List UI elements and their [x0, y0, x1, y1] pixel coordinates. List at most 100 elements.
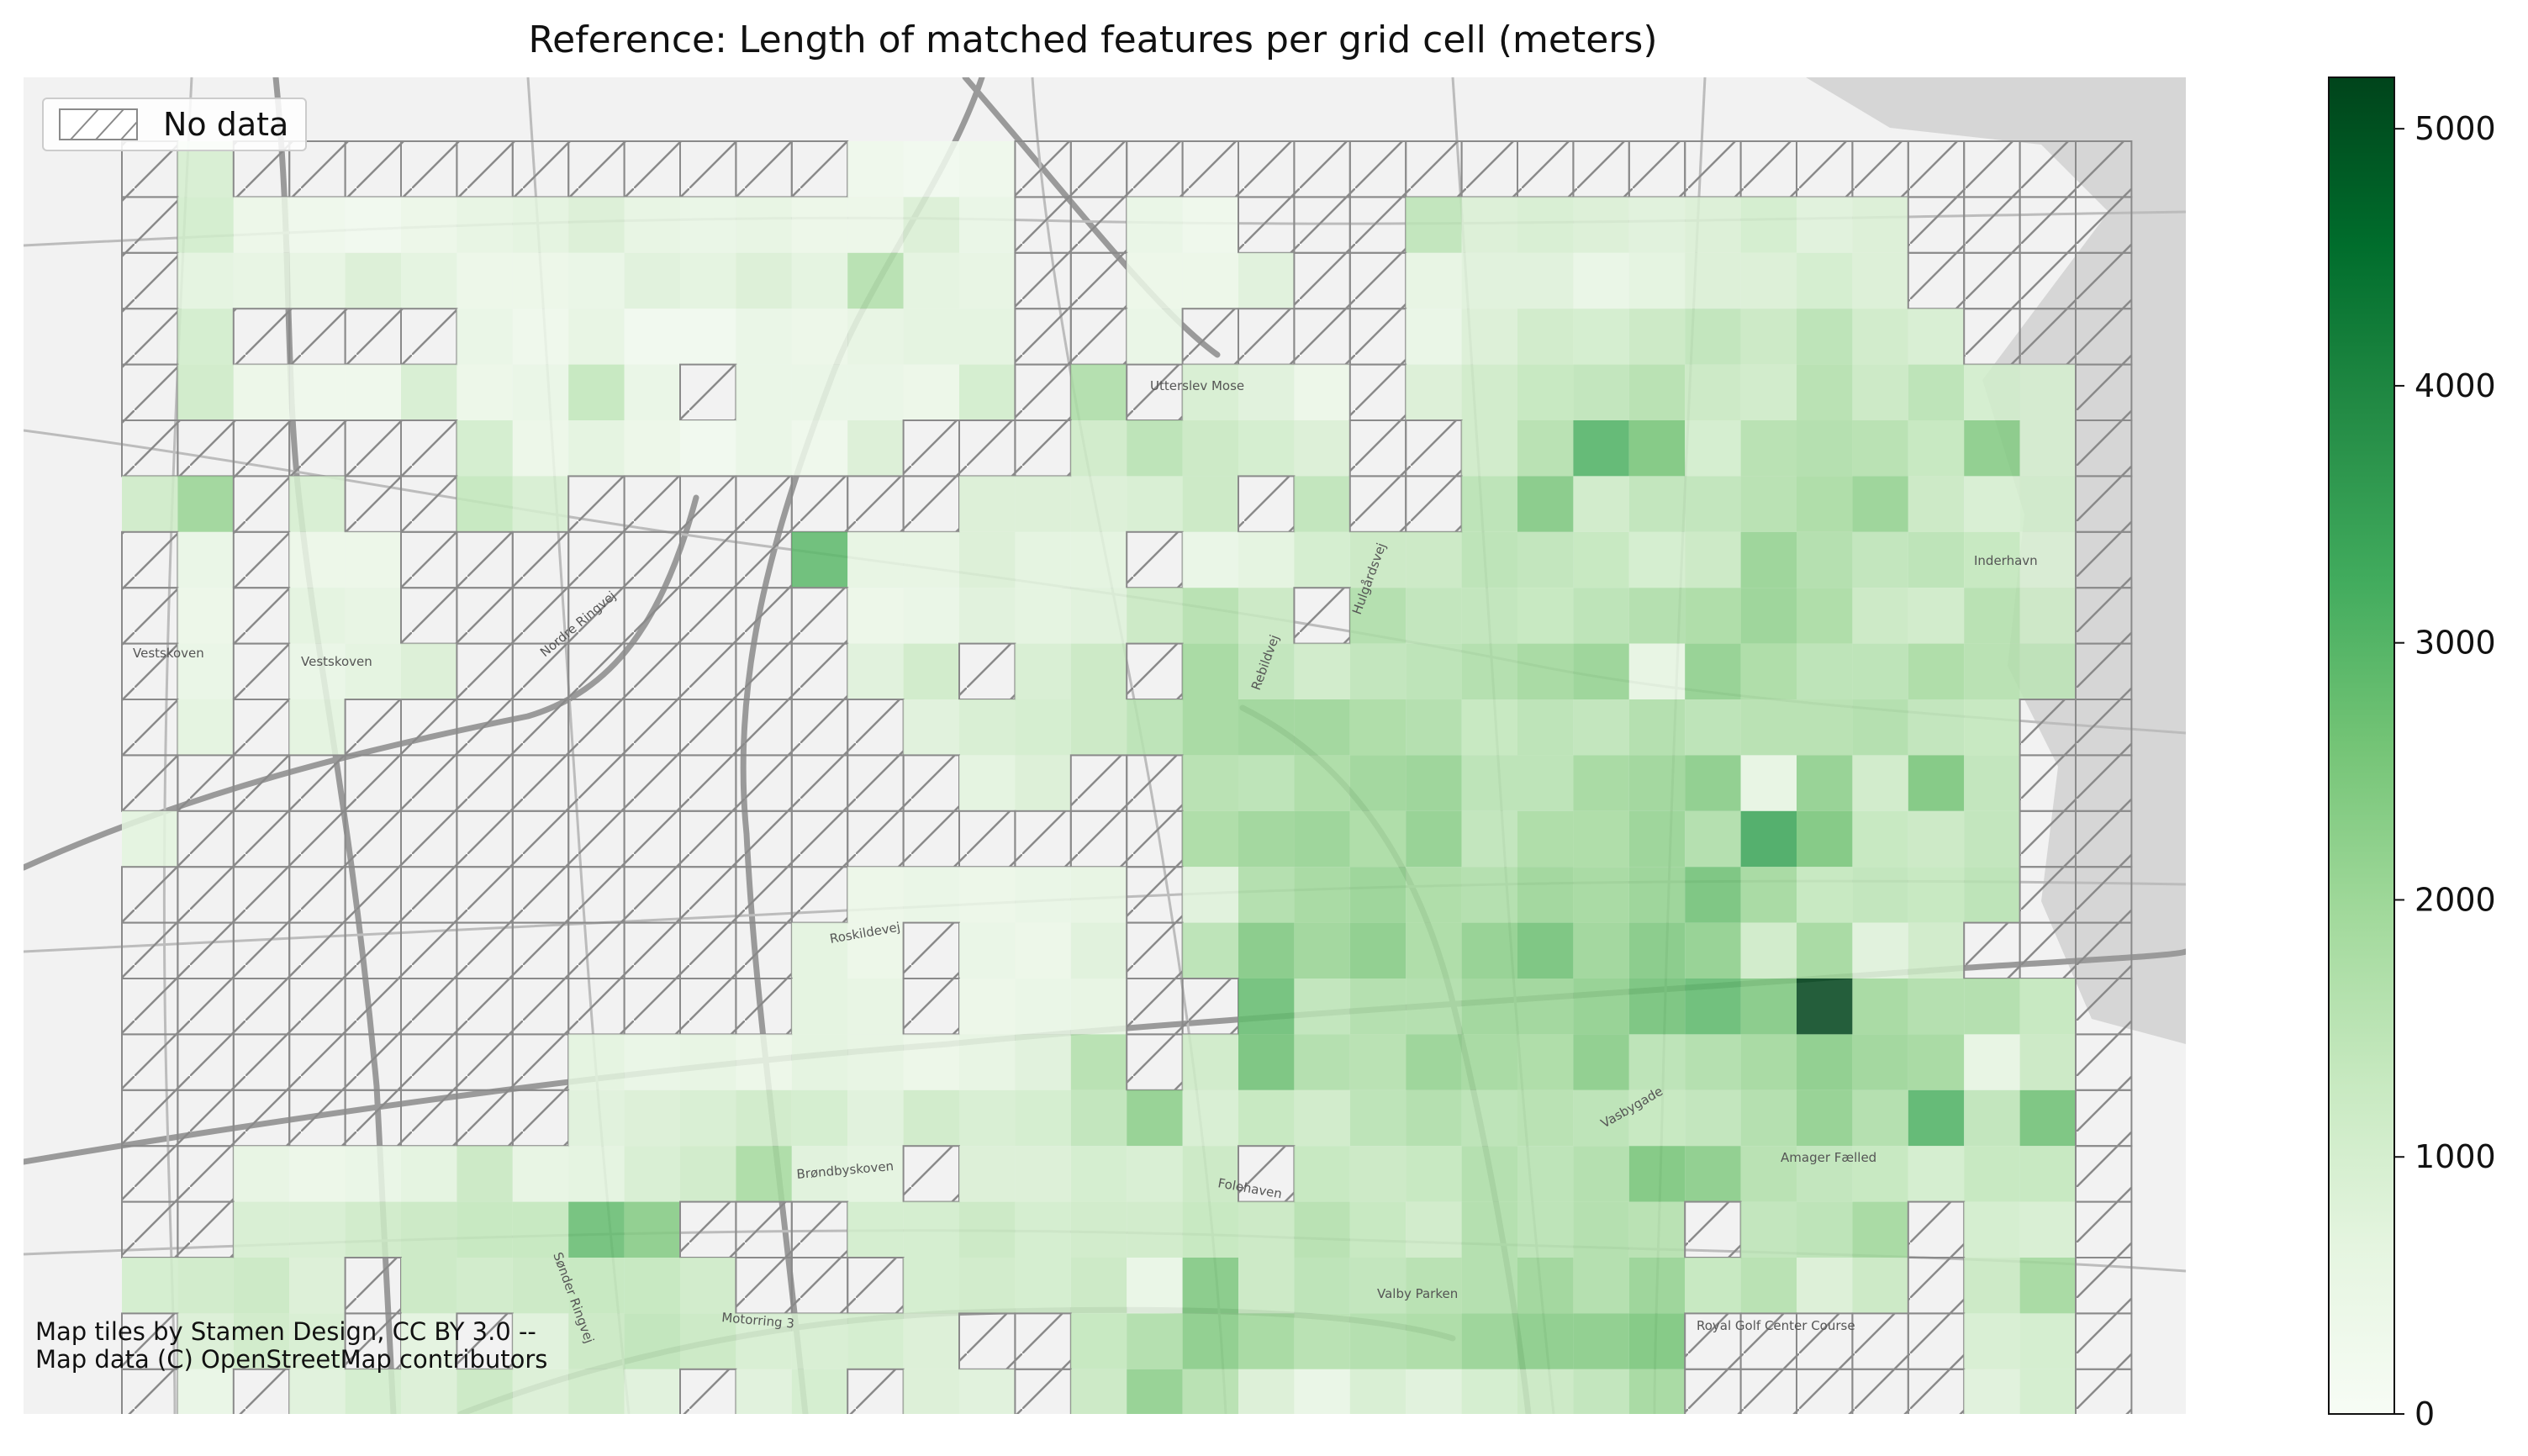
- grid-cell: [791, 979, 848, 1035]
- grid-cell: [1628, 309, 1686, 365]
- no-data-cell: [1238, 475, 1296, 533]
- no-data-cell: [177, 1145, 235, 1203]
- grid-cell: [1852, 755, 1908, 811]
- grid-cell: [959, 1089, 1016, 1147]
- no-data-cell: [344, 308, 403, 366]
- grid-cell: [1349, 979, 1406, 1035]
- grid-cell: [177, 364, 234, 420]
- no-data-cell: [511, 699, 570, 757]
- no-data-cell: [2019, 866, 2077, 924]
- grid-cell: [289, 364, 346, 420]
- grid-cell: [1461, 979, 1517, 1035]
- grid-cell: [1294, 699, 1350, 756]
- legend: No data: [42, 98, 308, 151]
- no-data-cell: [1348, 419, 1407, 477]
- grid-cell: [457, 1369, 513, 1414]
- no-data-cell: [679, 699, 737, 757]
- no-data-cell: [567, 642, 625, 700]
- grid-cell: [624, 252, 680, 309]
- grid-cell: [1182, 364, 1238, 420]
- grid-cell: [959, 867, 1016, 923]
- grid-cell: [1852, 309, 1908, 365]
- grid-cell: [624, 1313, 680, 1369]
- grid-cell: [1349, 922, 1406, 979]
- no-data-cell: [1739, 140, 1797, 198]
- grid-cell: [1127, 1258, 1183, 1314]
- grid-cell: [1797, 1201, 1853, 1258]
- no-data-cell: [511, 921, 570, 979]
- grid-cell: [177, 476, 234, 532]
- grid-cell: [1797, 643, 1853, 699]
- grid-cell: [1127, 476, 1183, 532]
- no-data-cell: [2019, 810, 2077, 868]
- no-data-cell: [623, 699, 681, 757]
- no-data-cell: [1907, 140, 1966, 198]
- grid-cell: [1628, 252, 1686, 309]
- no-data-cell: [2075, 419, 2133, 477]
- no-data-cell: [1293, 196, 1351, 254]
- grid-cell: [457, 364, 513, 420]
- no-data-cell: [567, 810, 625, 868]
- grid-cell: [345, 588, 401, 644]
- grid-cell: [1628, 979, 1686, 1035]
- grid-cell: [1294, 755, 1350, 811]
- no-data-cell: [232, 475, 291, 533]
- no-data-cell: [1963, 921, 2021, 979]
- grid-cell: [1628, 1146, 1686, 1202]
- no-data-cell: [790, 866, 849, 924]
- grid-cell: [959, 1369, 1016, 1414]
- grid-cell: [1015, 1201, 1071, 1258]
- grid-cell: [1238, 531, 1295, 588]
- grid-cell: [512, 364, 569, 420]
- grid-cell: [1573, 643, 1629, 699]
- no-data-cell: [2075, 810, 2133, 868]
- no-data-cell: [1517, 140, 1575, 198]
- no-data-cell: [1069, 251, 1128, 310]
- grid-cell: [1294, 1258, 1350, 1314]
- grid-cell: [1740, 867, 1797, 923]
- no-data-cell: [1238, 196, 1296, 254]
- grid-cell: [1573, 1313, 1629, 1369]
- grid-cell: [1852, 922, 1908, 979]
- grid-cell: [1573, 197, 1629, 253]
- grid-cell: [680, 420, 736, 477]
- no-data-cell: [288, 1089, 346, 1147]
- grid-cell: [624, 1146, 680, 1202]
- no-data-cell: [177, 1089, 235, 1147]
- no-data-cell: [790, 475, 849, 533]
- grid-cell: [1406, 1201, 1462, 1258]
- grid-cell: [1238, 922, 1295, 979]
- no-data-cell: [790, 1257, 849, 1315]
- grid-cell: [680, 252, 736, 309]
- no-data-cell: [1293, 140, 1351, 198]
- no-data-cell: [288, 1033, 346, 1091]
- grid-cell: [1461, 309, 1517, 365]
- grid-cell: [457, 1146, 513, 1202]
- grid-cell: [847, 588, 904, 644]
- grid-cell: [1797, 1034, 1853, 1090]
- grid-cell: [1908, 364, 1965, 420]
- grid-cell: [1182, 699, 1238, 756]
- colorbar-tick-label: 1000: [2415, 1138, 2496, 1175]
- grid-cell: [568, 252, 625, 309]
- grid-cell: [1461, 867, 1517, 923]
- no-data-cell: [400, 308, 458, 366]
- grid-cell: [1908, 531, 1965, 588]
- no-data-cell: [1963, 196, 2021, 254]
- no-data-cell: [847, 1368, 905, 1414]
- no-data-cell: [2075, 978, 2133, 1036]
- no-data-cell: [1907, 1368, 1966, 1414]
- grid-cell: [1294, 1146, 1350, 1202]
- no-data-cell: [2019, 754, 2077, 812]
- grid-cell: [512, 1313, 569, 1369]
- grid-cell: [1852, 364, 1908, 420]
- grid-cell: [1517, 810, 1574, 868]
- grid-cell: [1852, 252, 1908, 309]
- grid-cell: [680, 1258, 736, 1314]
- no-data-cell: [511, 140, 570, 198]
- no-data-cell: [1739, 1312, 1797, 1370]
- no-data-cell: [177, 1200, 235, 1258]
- grid-cell: [1685, 364, 1741, 420]
- grid-cell: [624, 197, 680, 253]
